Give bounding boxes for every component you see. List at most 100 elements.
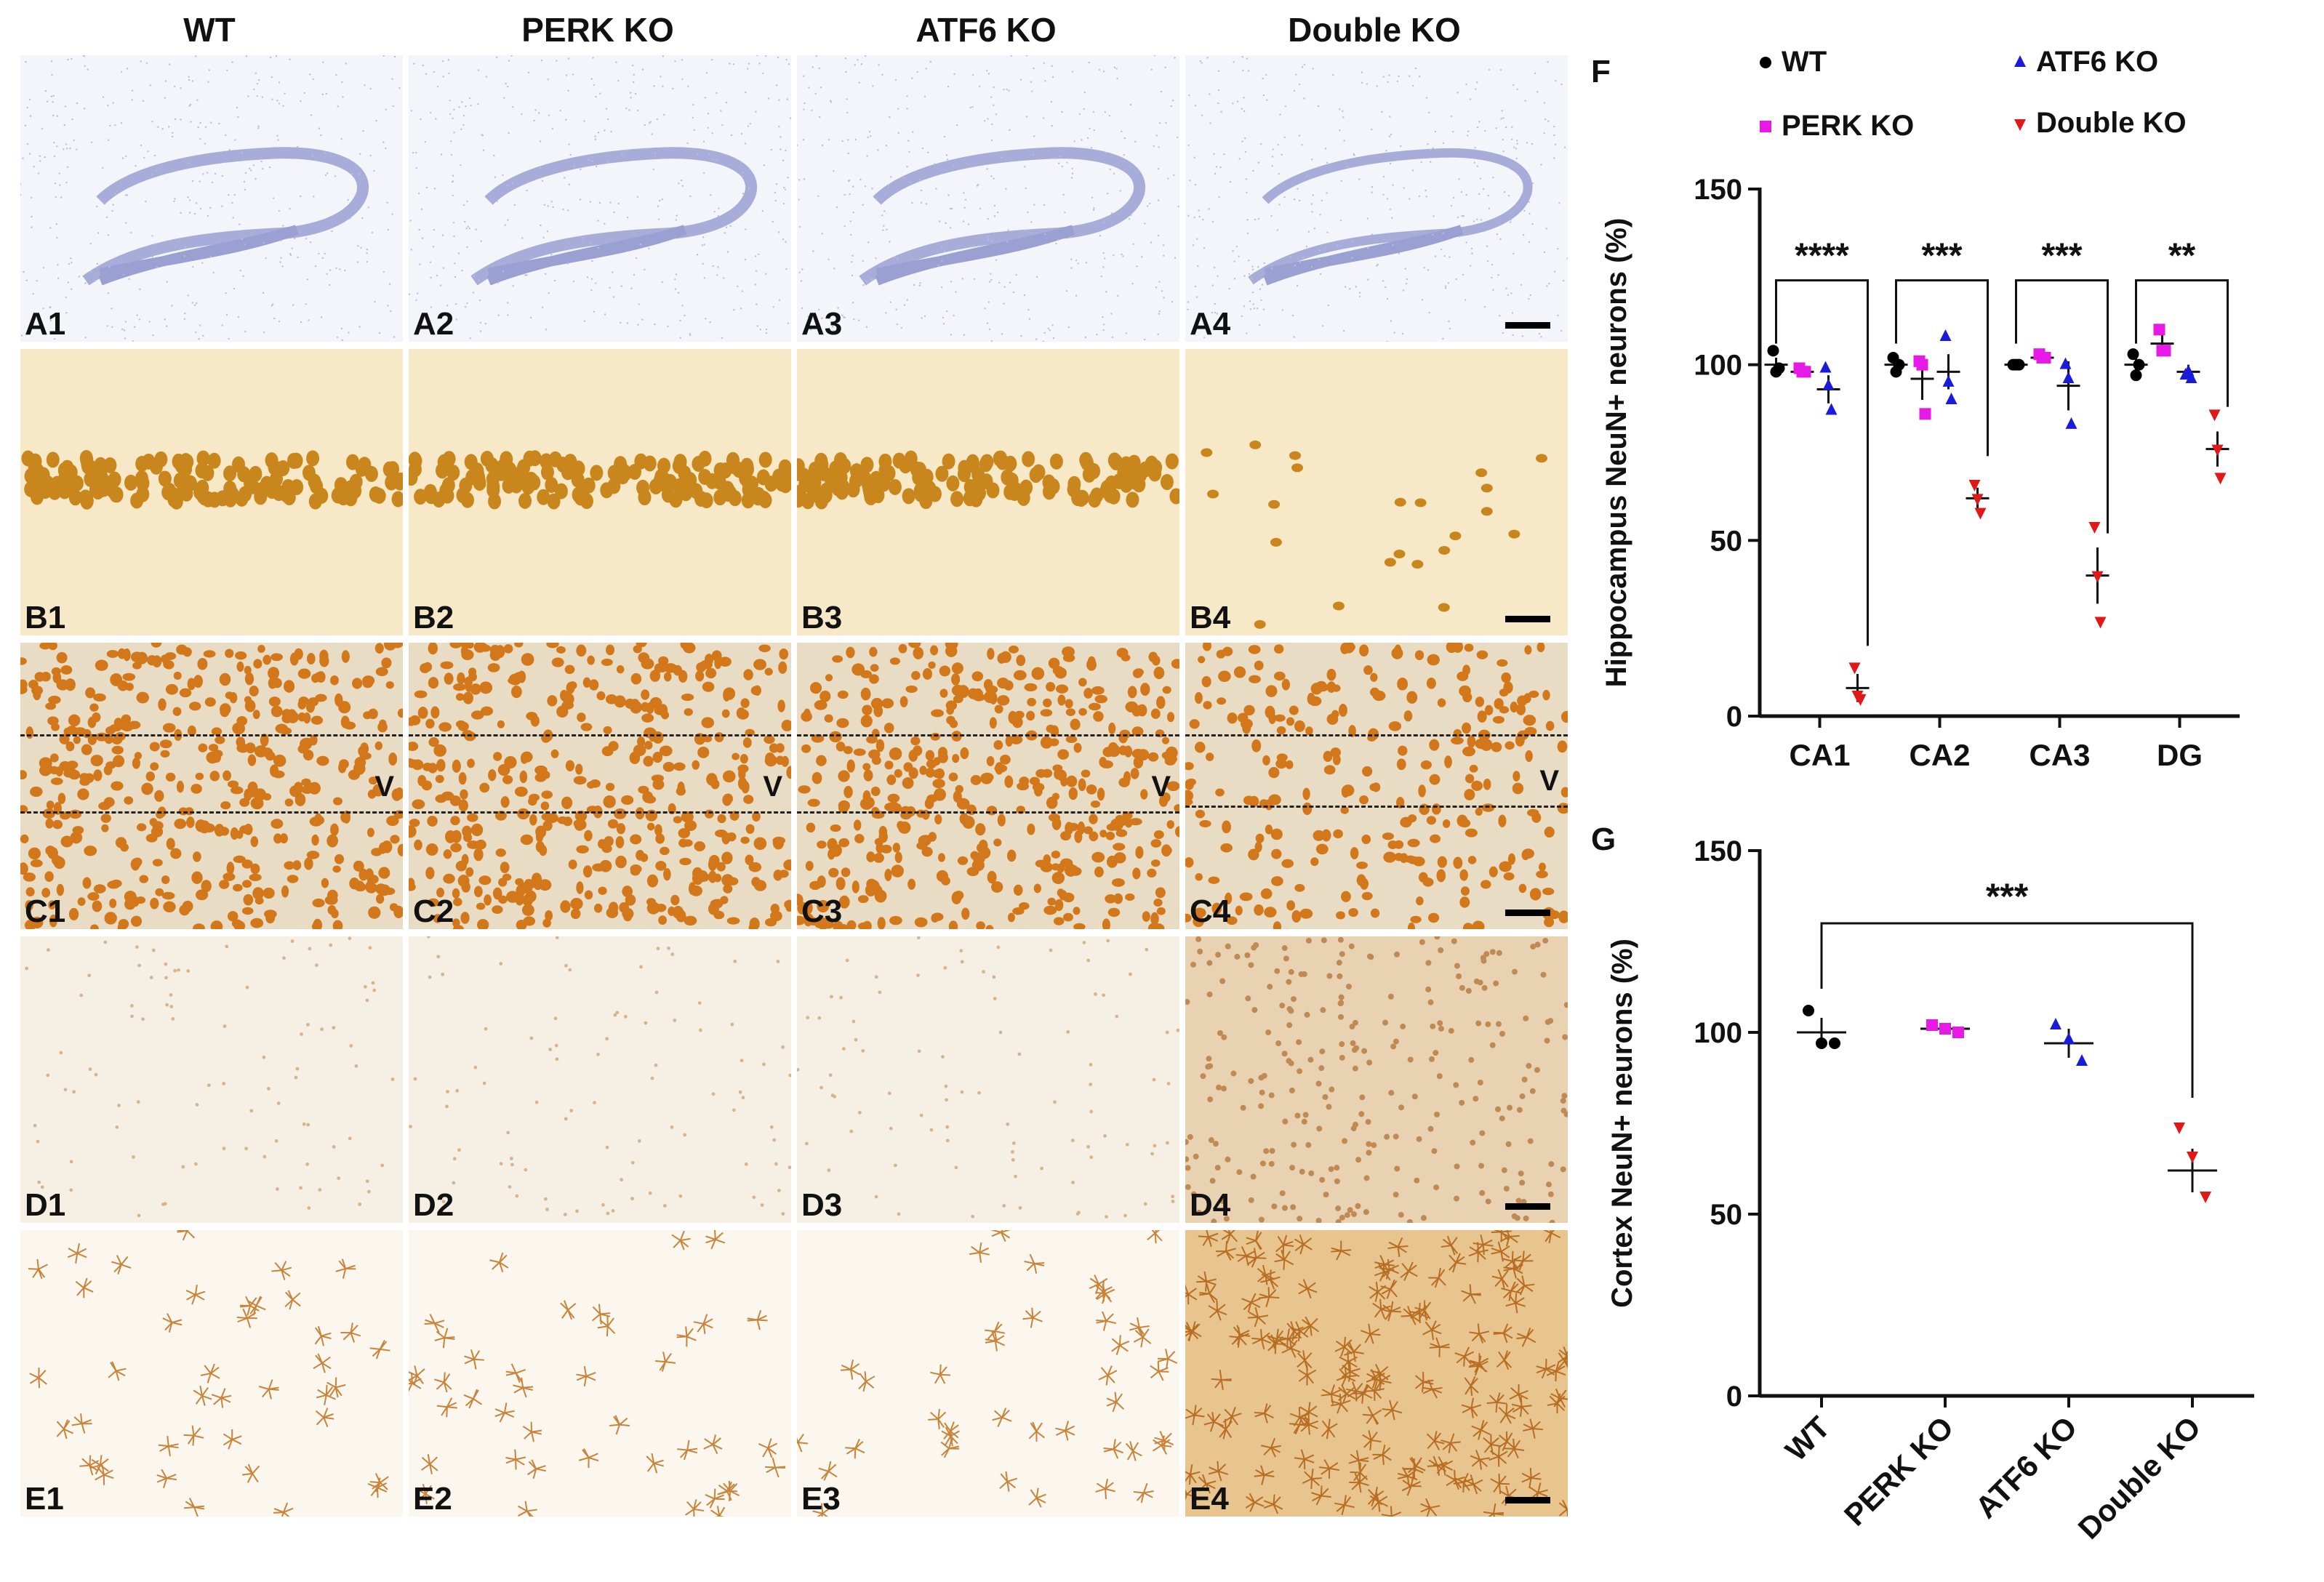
significance-label: *** xyxy=(2041,237,2082,276)
micrograph-a4: A4 xyxy=(1185,55,1568,342)
micrograph-texture xyxy=(1185,643,1568,929)
data-point xyxy=(2088,522,2101,534)
layer-v-mark: V xyxy=(374,771,394,803)
micrograph-texture xyxy=(1185,1230,1568,1517)
micrograph-texture xyxy=(797,55,1179,342)
micrograph-texture xyxy=(21,450,403,510)
panel-label: B1 xyxy=(25,600,66,635)
significance-bracket xyxy=(2135,279,2229,407)
data-point xyxy=(2200,1192,2211,1203)
micrograph-a3: A3 xyxy=(797,55,1179,342)
x-tick-label: ATF6 KO xyxy=(1968,1410,2083,1525)
data-point xyxy=(2173,1123,2185,1134)
micrograph-c2: V C2 xyxy=(409,643,791,929)
layer-boundary-upper xyxy=(20,734,403,736)
data-point xyxy=(1803,1005,1814,1016)
data-point xyxy=(1819,361,1832,373)
y-tick-label: 50 xyxy=(1710,525,1743,557)
data-point xyxy=(2133,358,2145,371)
layer-boundary-upper xyxy=(797,734,1179,736)
data-point xyxy=(1773,362,1785,374)
micrograph-e2: E2 xyxy=(409,1230,791,1517)
micrograph-texture xyxy=(20,55,401,342)
panel-label: E2 xyxy=(413,1481,452,1517)
y-tick-label: 100 xyxy=(1694,1017,1742,1049)
legend-marker xyxy=(1760,57,1771,68)
data-point xyxy=(1916,358,1928,371)
data-point xyxy=(2211,444,2224,457)
scale-bar xyxy=(1505,910,1550,916)
panel-label: C3 xyxy=(801,894,843,929)
data-point xyxy=(2187,1152,2198,1163)
data-point xyxy=(2214,473,2227,485)
data-point xyxy=(1968,480,1981,491)
legend-marker xyxy=(2014,55,2026,67)
y-tick-label: 150 xyxy=(1694,835,1742,867)
data-point xyxy=(1952,1027,1964,1038)
micrograph-texture xyxy=(797,643,1179,929)
micrograph-texture xyxy=(409,643,791,929)
layer-boundary-upper xyxy=(1185,734,1568,736)
legend-label: ATF6 KO xyxy=(2036,46,2158,78)
data-point xyxy=(1854,694,1867,706)
x-tick-label: DG xyxy=(2157,738,2203,772)
micrograph-c4: V C4 xyxy=(1185,643,1568,929)
x-tick-label: Double KO xyxy=(2072,1410,2208,1546)
layer-boundary-lower xyxy=(409,811,791,814)
data-point xyxy=(1945,393,1958,404)
micrograph-texture xyxy=(28,1230,390,1517)
data-point xyxy=(2094,617,2107,629)
data-point xyxy=(2127,348,2139,361)
data-point xyxy=(1799,366,1811,378)
layer-boundary-lower xyxy=(797,811,1179,814)
panel-label: A3 xyxy=(801,306,843,342)
micrograph-texture xyxy=(25,936,395,1218)
layer-v-mark: V xyxy=(1539,765,1559,797)
micrograph-c3: V C3 xyxy=(797,643,1179,929)
panel-label: E3 xyxy=(801,1481,841,1517)
y-tick-label: 0 xyxy=(1726,701,1742,733)
column-header-double-ko: Double KO xyxy=(1288,11,1461,49)
panel-label: D4 xyxy=(1190,1187,1231,1223)
micrograph-texture xyxy=(409,936,791,1216)
panel-label: B3 xyxy=(801,600,843,635)
legend-label: WT xyxy=(1782,46,1827,78)
panel-label: D2 xyxy=(413,1187,454,1223)
micrograph-texture xyxy=(409,1230,786,1517)
micrograph-a2: A2 xyxy=(409,55,791,342)
x-tick-label: PERK KO xyxy=(1838,1410,1960,1533)
data-point xyxy=(1942,374,1955,387)
panel-label: E1 xyxy=(25,1481,64,1517)
micrograph-texture xyxy=(797,450,1179,510)
micrograph-texture xyxy=(797,936,1179,1219)
data-point xyxy=(2039,352,2051,364)
micrograph-texture xyxy=(20,643,403,929)
legend-label: PERK KO xyxy=(1782,110,1914,142)
y-tick-label: 50 xyxy=(1710,1199,1743,1231)
micrograph-b4: B4 xyxy=(1185,349,1568,635)
scale-bar xyxy=(1505,322,1550,329)
data-point xyxy=(2013,358,2025,371)
data-point xyxy=(2153,324,2165,336)
micrograph-b3: B3 xyxy=(797,349,1179,635)
micrograph-texture xyxy=(1201,440,1548,629)
data-point xyxy=(1974,507,1987,520)
micrograph-e3: E3 xyxy=(797,1230,1179,1517)
y-axis-label: Hippocampus NeuN+ neurons (%) xyxy=(1600,218,1632,688)
data-point xyxy=(2091,571,2104,583)
data-point xyxy=(1829,1037,1840,1049)
data-point xyxy=(2062,372,2075,383)
y-tick-label: 0 xyxy=(1726,1381,1742,1413)
panel-label: B4 xyxy=(1190,600,1231,635)
layer-boundary-lower xyxy=(1185,806,1568,808)
micrograph-texture xyxy=(1185,936,1568,1223)
hippocampus-chart: WT ATF6 KO PERK KO Double KO 0 50 100 150 Hippoc… xyxy=(1600,46,2240,772)
micrograph-a1: A1 xyxy=(20,55,403,342)
scale-bar xyxy=(1505,616,1550,622)
column-header-perk-ko: PERK KO xyxy=(521,11,674,49)
layer-boundary-lower xyxy=(20,811,403,814)
panel-label: A2 xyxy=(413,306,454,342)
significance-bracket xyxy=(1820,922,2194,1098)
data-point xyxy=(1822,378,1835,390)
significance-label: ** xyxy=(2168,237,2196,276)
